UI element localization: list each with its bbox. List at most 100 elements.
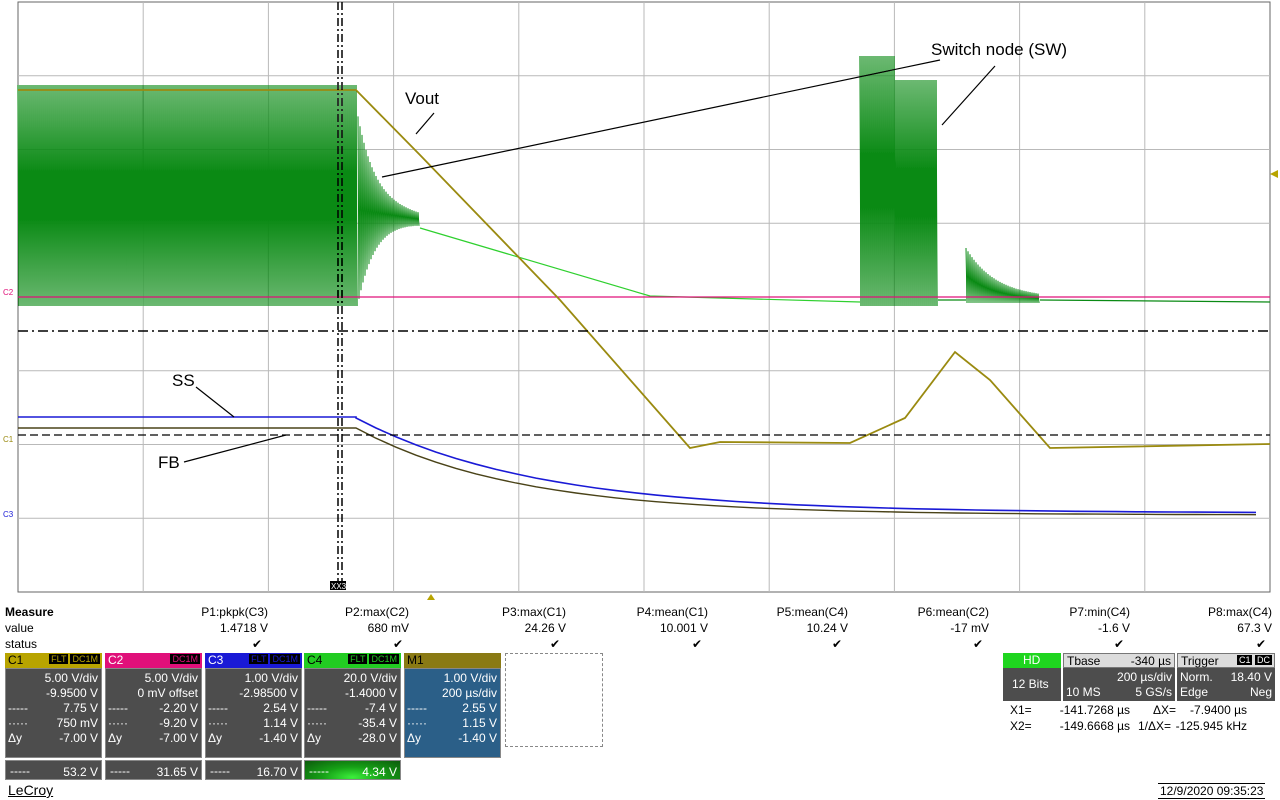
measure-status-icon: ✔ xyxy=(1255,637,1266,651)
trigger-box[interactable]: Trigger C1 DC Norm. 18.40 V Edge Neg xyxy=(1177,653,1275,701)
dx-value: -7.9400 µs xyxy=(1190,703,1247,717)
channel-row-value: 2.55 V xyxy=(462,701,497,715)
c3-marker: C3 xyxy=(3,510,14,519)
channel-row-value: -9.9500 V xyxy=(45,686,98,700)
dx-label: ΔX= xyxy=(1153,703,1177,717)
vout-trace xyxy=(18,89,1271,449)
channel-row-label: Δy xyxy=(108,731,123,745)
channel-descriptor-m1[interactable]: M1 1.00 V/div 200 µs/div ----- 2.55 V ····· 1.… xyxy=(404,653,501,758)
x2-value: -149.6668 µs xyxy=(1059,719,1130,733)
channel-name: C3 xyxy=(208,653,224,667)
channel-descriptor-c4[interactable]: C4 FLT DC1M 20.0 V/div -1.4000 V ----- -7.4 V ·… xyxy=(304,653,401,780)
sw-trace-decay xyxy=(419,227,861,303)
channel-foot-label: ----- xyxy=(309,764,329,778)
channel-row-label: ----- xyxy=(407,701,427,715)
channel-descriptor-c1[interactable]: C1 FLT DC1M 5.00 V/div -9.9500 V ----- 7.75 V ·… xyxy=(5,653,102,780)
timebase-rate: 5 GS/s xyxy=(1135,685,1172,699)
channel-row-value: -28.0 V xyxy=(358,731,397,745)
sw-trace-burst xyxy=(859,55,938,307)
measure-title: Measure xyxy=(5,605,54,619)
channel-foot-value: 53.2 V xyxy=(63,765,98,779)
channel-descriptor-c2[interactable]: C2 DC1M 5.00 V/div 0 mV offset ----- -2.20 V ·… xyxy=(105,653,202,780)
channel-foot-label: ----- xyxy=(110,764,130,778)
empty-descriptor-slot[interactable] xyxy=(505,653,603,747)
hd-label: HD xyxy=(1003,653,1061,668)
x1-value: -141.7268 µs xyxy=(1059,703,1130,717)
channel-tag: DC1M xyxy=(70,654,100,664)
channel-row-label: Δy xyxy=(208,731,223,745)
channel-foot-value: 16.70 V xyxy=(256,765,298,779)
channel-row-value: 5.00 V/div xyxy=(144,671,198,685)
channel-foot-value: 31.65 V xyxy=(156,765,198,779)
channel-row-value: -7.4 V xyxy=(364,701,397,715)
c1-marker: C1 xyxy=(3,435,14,444)
trigger-level-marker[interactable] xyxy=(1270,170,1278,178)
channel-foot-label: ----- xyxy=(210,764,230,778)
channel-row-value: 20.0 V/div xyxy=(343,671,397,685)
vout-annotation: Vout xyxy=(405,89,440,108)
channel-tag: DC1M xyxy=(170,654,200,664)
channel-row-label: ····· xyxy=(407,716,427,730)
timebase-samples: 10 MS xyxy=(1066,685,1101,699)
channel-row-label: ····· xyxy=(8,716,28,730)
sw-annotation: Switch node (SW) xyxy=(931,40,1068,59)
channel-row-value: 0 mV offset xyxy=(137,686,198,700)
hd-bits: 12 Bits xyxy=(1003,668,1061,701)
channel-row-value: 7.75 V xyxy=(63,701,98,715)
channel-tag: FLT xyxy=(348,654,368,664)
cursor-tag xyxy=(330,581,346,590)
measure-param-value: 1.4718 V xyxy=(219,621,268,635)
cursor-tag-label: XX3 xyxy=(331,582,347,591)
inv-dx-value: -125.945 kHz xyxy=(1175,719,1247,733)
measure-param-value: 24.26 V xyxy=(524,621,566,635)
channel-row-value: -35.4 V xyxy=(358,716,397,730)
fb-pointer xyxy=(183,434,287,463)
channel-row-label: ····· xyxy=(108,716,128,730)
channel-row-label: ----- xyxy=(307,701,327,715)
channel-tag: FLT xyxy=(49,654,69,664)
channel-row-value: 1.14 V xyxy=(263,716,298,730)
channel-row-value: 2.54 V xyxy=(263,701,298,715)
trigger-coupling: DC xyxy=(1255,655,1272,665)
hd-box[interactable]: HD 12 Bits xyxy=(1003,653,1061,701)
ss-annotation: SS xyxy=(172,371,195,390)
trigger-type: Edge xyxy=(1180,685,1209,699)
measure-param-name: P8:max(C4) xyxy=(1207,605,1272,619)
channel-row-value: 1.15 V xyxy=(462,716,497,730)
channel-row-label: Δy xyxy=(407,731,422,745)
measure-param-value: -17 mV xyxy=(950,621,989,635)
datetime: 12/9/2020 09:35:23 xyxy=(1158,783,1266,799)
measure-status-icon: ✔ xyxy=(1113,637,1124,651)
timebase-box[interactable]: Tbase -340 µs 200 µs/div 10 MS 5 GS/s xyxy=(1063,653,1175,701)
channel-row-value: -1.4000 V xyxy=(344,686,397,700)
channel-row-label: Δy xyxy=(8,731,23,745)
measure-param-value: 67.3 V xyxy=(1237,621,1272,635)
measure-status-icon: ✔ xyxy=(549,637,560,651)
channel-tag: FLT xyxy=(249,654,269,664)
sw-pointer-right xyxy=(941,65,996,126)
channel-row-value: -1.40 V xyxy=(259,731,298,745)
measure-status-icon: ✔ xyxy=(972,637,983,651)
channel-name: C2 xyxy=(108,653,124,667)
cursor-readout: X1= -141.7268 µs ΔX= -7.9400 µs X2= -149… xyxy=(1008,703,1276,737)
sw-trace-ringing xyxy=(357,116,420,299)
scope-display[interactable]: XX3 C2 C1 C3 xyxy=(0,0,1280,600)
sw-trace-flat2 xyxy=(1039,299,1271,303)
measure-param-name: P5:mean(C4) xyxy=(776,605,848,619)
channel-descriptor-c3[interactable]: C3 FLT DC1M 1.00 V/div -2.98500 V ----- 2.54 V… xyxy=(205,653,302,780)
measure-param-name: P3:max(C1) xyxy=(501,605,566,619)
channel-row-label: Δy xyxy=(307,731,322,745)
channel-foot-label: ----- xyxy=(10,764,30,778)
channel-row-value: 5.00 V/div xyxy=(44,671,98,685)
channel-row-value: -1.40 V xyxy=(458,731,497,745)
x1-label: X1= xyxy=(1010,703,1032,717)
measure-status-label: status xyxy=(5,637,38,651)
measure-param-value: 10.24 V xyxy=(806,621,848,635)
channel-row-label: ----- xyxy=(8,701,28,715)
trigger-time-marker[interactable] xyxy=(427,594,435,600)
timebase-delay: -340 µs xyxy=(1130,654,1171,668)
trigger-level: 18.40 V xyxy=(1230,670,1272,684)
inv-dx-label: 1/ΔX= xyxy=(1138,719,1172,733)
channel-name: M1 xyxy=(407,653,424,667)
channel-tag: DC1M xyxy=(369,654,399,664)
